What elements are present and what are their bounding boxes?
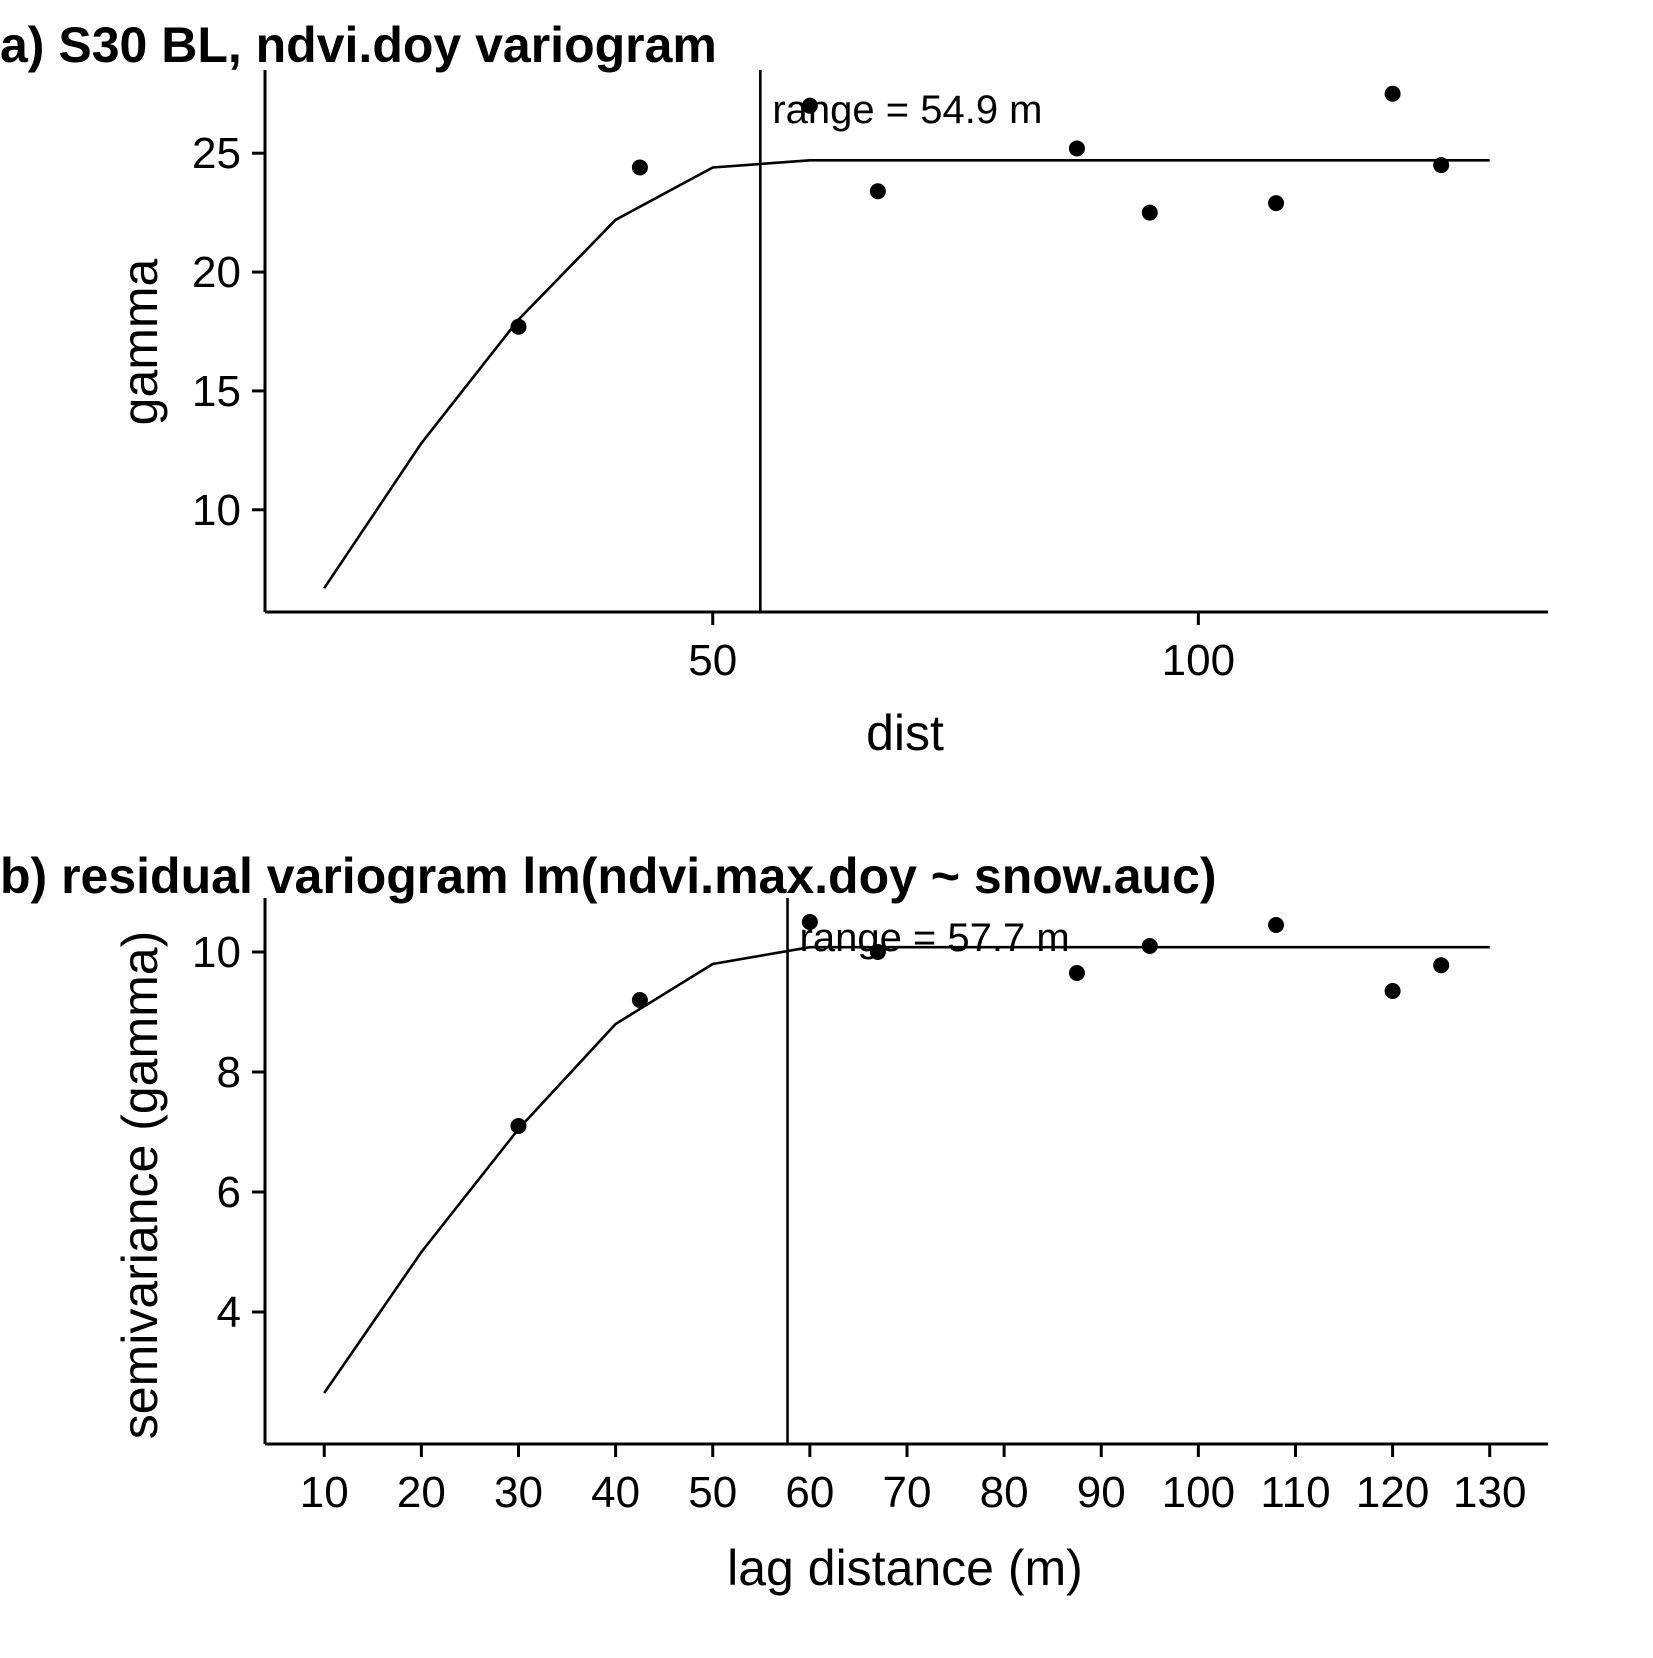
y-tick-label: 25	[192, 129, 241, 178]
data-point	[631, 992, 648, 1008]
x-tick-label: 100	[1162, 1468, 1235, 1517]
x-tick-label: 40	[591, 1468, 640, 1517]
x-axis-title: dist	[866, 705, 944, 761]
range-annotation: range = 54.9 m	[772, 88, 1042, 132]
chart-title: b) residual variogram lm(ndvi.max.doy ~ …	[0, 848, 1217, 904]
chart-title: a) S30 BL, ndvi.doy variogram	[0, 17, 717, 73]
data-point	[510, 1118, 527, 1134]
data-point	[1433, 957, 1450, 974]
data-point	[1141, 938, 1158, 954]
data-point	[1268, 195, 1285, 212]
y-tick-label: 10	[192, 486, 241, 535]
data-point	[1384, 983, 1401, 999]
x-tick-label: 120	[1356, 1468, 1429, 1517]
fitted-model-line	[323, 945, 1490, 1394]
y-tick-label: 10	[192, 928, 241, 977]
panel-b: b) residual variogram lm(ndvi.max.doy ~ …	[0, 848, 1548, 1596]
range-annotation: range = 57.7 m	[800, 916, 1070, 960]
data-point	[1433, 157, 1450, 174]
x-axis-title: lag distance (m)	[727, 1540, 1083, 1596]
x-tick-label: 110	[1260, 1468, 1330, 1517]
x-tick-label: 10	[300, 1468, 349, 1517]
y-tick-label: 15	[192, 367, 241, 416]
data-point	[801, 914, 818, 930]
x-tick-label: 20	[397, 1468, 446, 1517]
panel-a: a) S30 BL, ndvi.doy variogram dist gamma…	[0, 17, 1548, 761]
data-point	[801, 97, 818, 114]
data-point	[1384, 85, 1401, 102]
data-point	[631, 159, 648, 176]
y-axis-title: semivariance (gamma)	[112, 931, 168, 1439]
x-tick-label: 100	[1162, 636, 1235, 685]
data-point	[510, 318, 527, 335]
data-point	[869, 183, 886, 200]
x-tick-label: 130	[1453, 1468, 1526, 1517]
data-point	[1068, 965, 1085, 981]
x-tick-label: 30	[494, 1468, 543, 1517]
x-tick-label: 70	[883, 1468, 932, 1517]
x-tick-label: 50	[688, 1468, 737, 1517]
y-tick-label: 20	[192, 248, 241, 297]
y-tick-label: 4	[217, 1288, 241, 1337]
y-tick-label: 8	[217, 1048, 241, 1097]
data-point	[1268, 917, 1285, 933]
x-tick-label: 80	[980, 1468, 1029, 1517]
data-point	[1141, 204, 1158, 221]
x-tick-label: 50	[688, 636, 737, 685]
x-tick-label: 60	[785, 1468, 834, 1517]
data-point	[1068, 140, 1085, 157]
fitted-model-line	[323, 159, 1490, 589]
y-axis-title: gamma	[112, 258, 168, 425]
x-tick-label: 90	[1077, 1468, 1126, 1517]
data-point	[869, 944, 886, 960]
y-tick-label: 6	[217, 1168, 241, 1217]
